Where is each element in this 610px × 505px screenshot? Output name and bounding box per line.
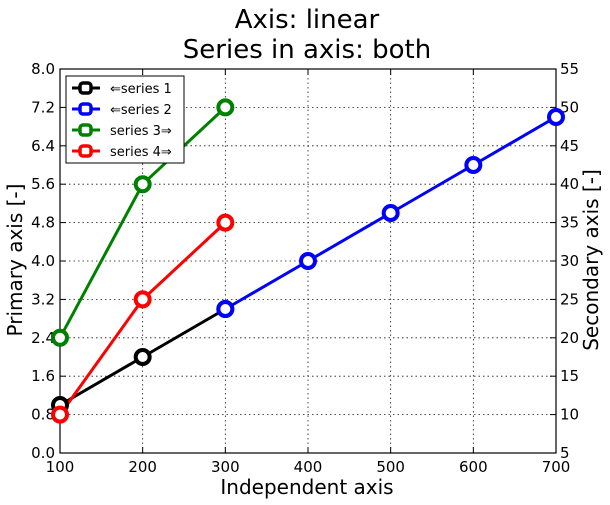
y2-tick-label: 50 [560, 98, 579, 116]
series-4-point [51, 405, 69, 424]
series-2-point [381, 204, 400, 222]
y2-tick-label: 15 [560, 367, 579, 385]
y2-tick-label: 45 [560, 137, 579, 155]
legend-marker [78, 123, 93, 137]
series-1-point [133, 348, 152, 366]
legend-marker [78, 102, 93, 116]
y2-tick-label: 40 [560, 175, 579, 193]
series-3-point [51, 328, 69, 347]
legend: ⇐series 1 ⇐series 2 series 3⇒ series 4⇒ [65, 75, 185, 164]
y-tick-label: 2.4 [31, 329, 55, 347]
y-tick-label: 8.0 [31, 60, 55, 78]
x-tick-label: 200 [128, 458, 157, 476]
legend-marker [78, 144, 93, 158]
y-tick-label: 1.6 [31, 367, 55, 385]
y2-tick-label: 20 [560, 329, 579, 347]
series-4-point [216, 213, 235, 232]
y-tick-label: 3.2 [31, 290, 55, 308]
series-3-point [133, 175, 152, 194]
y-tick-label: 4.8 [31, 214, 55, 232]
y-tick-label: 6.4 [31, 137, 55, 155]
grid-lines [60, 69, 556, 453]
series-2-point [216, 300, 235, 318]
y-tick-label: 7.2 [31, 98, 55, 116]
series-3-point [216, 98, 235, 117]
series-2-point [547, 108, 565, 126]
series-4-line [58, 221, 227, 416]
y2-axis-label: Secondary axis [-] [579, 169, 603, 351]
x-tick-label: 600 [459, 458, 488, 476]
chart-title-line1: Axis: linear [235, 5, 380, 35]
series-layer [51, 98, 565, 424]
x-tick-label: 700 [542, 458, 571, 476]
legend-label: ⇐series 1 [110, 82, 172, 97]
y2-tick-label: 25 [560, 290, 579, 308]
x-tick-label: 100 [46, 458, 75, 476]
y2-tick-label: 35 [560, 214, 579, 232]
chart-title-line2: Series in axis: both [183, 35, 431, 65]
y2-tick-label: 10 [560, 406, 579, 424]
y-axis-label: Primary axis [-] [3, 184, 27, 337]
series-2-point [464, 156, 483, 174]
y-tick-label: 5.6 [31, 175, 55, 193]
y-tick-label: 0.8 [31, 406, 55, 424]
y2-tick-label: 55 [560, 60, 579, 78]
x-axis-label: Independent axis [220, 475, 393, 499]
legend-label: series 3⇒ [110, 124, 172, 139]
y-tick-label: 4.0 [31, 252, 55, 270]
legend-label: ⇐series 2 [110, 103, 172, 118]
series-4-point [133, 290, 152, 309]
y2-tick-label: 30 [560, 252, 579, 270]
x-tick-label: 500 [376, 458, 405, 476]
axes: 100 200 300 400 500 600 700 0.0 0.8 1.6 2.4 3.2 4.0 4… [31, 60, 579, 476]
x-tick-label: 400 [294, 458, 323, 476]
series-2-point [299, 252, 317, 270]
legend-marker [78, 81, 93, 95]
y2-tick-label: 5 [560, 444, 570, 462]
x-tick-label: 300 [211, 458, 240, 476]
y-tick-label: 0.0 [31, 444, 55, 462]
legend-label: series 4⇒ [110, 145, 172, 160]
